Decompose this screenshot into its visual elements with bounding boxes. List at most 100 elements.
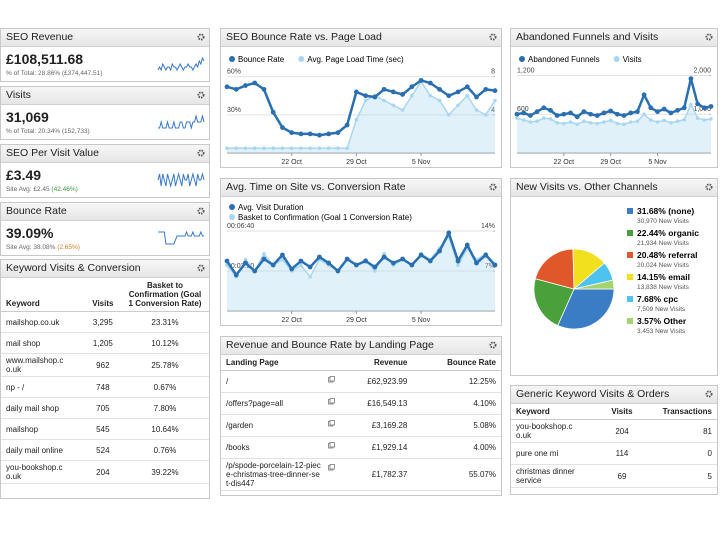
- data-point: [568, 120, 573, 124]
- settings-icon[interactable]: [197, 264, 205, 272]
- table-cell: 10.12%: [121, 332, 209, 354]
- metric-value: 39.09%: [6, 225, 54, 241]
- data-point: [335, 130, 341, 136]
- table-row: mailshop 545 10.64%: [1, 418, 209, 440]
- cell-text: you-bookshop.co.uk: [516, 422, 573, 440]
- table-row: daily mail shop 705 7.80%: [1, 397, 209, 419]
- data-point: [561, 111, 567, 117]
- sparkline-line: [158, 230, 204, 245]
- x-tick-label: 22 Oct: [554, 159, 575, 166]
- widget: Avg. Time on Site vs. Conversion Rate Avg…: [220, 178, 502, 326]
- cell-text: 25.78%: [151, 360, 179, 370]
- data-point: [307, 131, 313, 137]
- data-point: [344, 122, 350, 128]
- icon-box: [329, 464, 335, 470]
- cell-text: /p/spode-porcelain-12-piece-christmas-tr…: [226, 461, 321, 488]
- widget: Revenue and Bounce Rate by Landing Page L…: [220, 336, 502, 496]
- widget-title: Revenue and Bounce Rate by Landing Page: [226, 339, 434, 351]
- y2-tick-label: 2,000: [693, 67, 711, 74]
- data-point: [641, 92, 647, 98]
- data-point: [243, 260, 248, 266]
- data-point: [298, 258, 304, 264]
- data-point: [317, 146, 322, 151]
- legend-percent: 7.68%: [637, 294, 662, 304]
- data-point: [289, 266, 295, 272]
- table-header-row: Keyword Visits Transactions: [511, 404, 717, 420]
- data-point: [418, 252, 424, 258]
- widget-header: Visits: [1, 87, 209, 105]
- cell-text: £1,782.37: [371, 470, 408, 479]
- settings-icon[interactable]: [705, 33, 713, 41]
- metric-highlight: (2.65%): [57, 244, 80, 251]
- settings-icon[interactable]: [197, 33, 205, 41]
- legend-swatch: [229, 204, 235, 210]
- widget: Generic Keyword Visits & Orders Keyword Vi…: [510, 385, 718, 495]
- legend-swatch: [613, 56, 620, 62]
- data-point: [427, 80, 433, 86]
- cell-text: 1,205: [92, 338, 113, 348]
- data-point: [541, 116, 546, 120]
- data-point: [465, 93, 470, 98]
- table-cell: £62,923.99: [337, 370, 413, 393]
- metric-note: % of Total: 28.86% (£374,447.51): [6, 70, 102, 77]
- cell-text: 10.64%: [151, 424, 179, 434]
- data-point: [353, 89, 359, 95]
- cell-text: 55.07%: [468, 470, 496, 479]
- metric-value: £3.49: [6, 167, 42, 183]
- settings-icon[interactable]: [489, 341, 497, 349]
- table-cell: daily mail online: [1, 439, 85, 461]
- sparkline: [158, 114, 205, 130]
- metric-value: 31,069: [6, 109, 49, 125]
- settings-icon[interactable]: [489, 183, 497, 191]
- y-tick-label: 00:06:40: [227, 223, 254, 230]
- settings-icon[interactable]: [197, 207, 205, 215]
- data-point: [455, 258, 461, 264]
- data-point: [701, 105, 707, 111]
- settings-icon[interactable]: [705, 390, 713, 398]
- metric-note-text: % of Total: 20.34% (152,733): [6, 128, 90, 135]
- data-point: [270, 262, 276, 268]
- settings-icon[interactable]: [489, 33, 497, 41]
- cell-text: 4.10%: [473, 399, 496, 408]
- link-icon: [328, 420, 335, 427]
- table-cell: pure one mi: [511, 442, 603, 465]
- cell-text: 962: [96, 360, 110, 370]
- data-point: [410, 93, 414, 98]
- data-point: [668, 110, 674, 116]
- data-point: [608, 118, 613, 123]
- table-cell: 23.31%: [121, 311, 209, 333]
- legend-percent: 20.48%: [637, 250, 666, 260]
- data-point: [326, 260, 332, 266]
- icon-box: [329, 376, 335, 382]
- data-point: [594, 113, 600, 118]
- data-point: [298, 131, 304, 137]
- cell-text: mailshop.co.uk: [6, 317, 60, 327]
- data-point: [515, 116, 519, 120]
- pie-slice: [573, 279, 615, 290]
- data-point: [548, 117, 553, 121]
- data-point: [648, 105, 654, 111]
- data-point: [464, 242, 470, 248]
- data-point: [280, 252, 285, 258]
- sparkline: [157, 172, 205, 188]
- data-point: [382, 252, 386, 256]
- sparkline-line: [158, 114, 205, 130]
- data-point: [252, 80, 258, 86]
- data-point: [622, 122, 626, 127]
- column-header: Visits: [602, 404, 642, 420]
- data-point: [224, 258, 230, 264]
- data-point: [225, 146, 229, 151]
- widget: SEO Revenue £108,511.68 % of Total: 28.86%…: [0, 28, 210, 82]
- cell-text: you-bookshop.co.uk: [6, 463, 63, 481]
- data-point: [669, 120, 673, 125]
- data-point: [689, 102, 693, 107]
- settings-icon[interactable]: [705, 183, 713, 191]
- column-header: Keyword: [1, 278, 85, 312]
- legend-sublabel: 20,024 New Visits: [637, 262, 690, 269]
- cell-text: 0.76%: [153, 445, 177, 455]
- cell-text: £1,929.14: [371, 443, 408, 452]
- data-table: Keyword Visits Transactions you-bookshop.co…: [511, 404, 717, 488]
- settings-icon[interactable]: [197, 91, 205, 99]
- settings-icon[interactable]: [197, 149, 205, 157]
- column-header: Keyword: [511, 404, 603, 420]
